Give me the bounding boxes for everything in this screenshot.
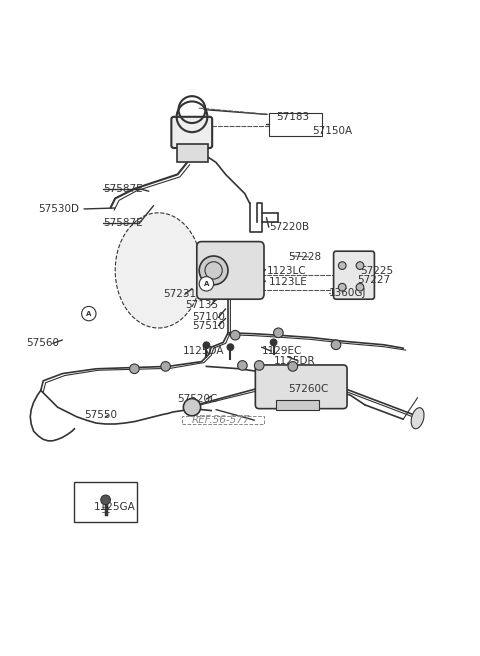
Circle shape bbox=[356, 262, 364, 270]
Circle shape bbox=[101, 495, 110, 504]
Bar bbox=[276, 400, 319, 409]
Text: 57587E: 57587E bbox=[103, 184, 143, 194]
Circle shape bbox=[130, 364, 139, 374]
Text: 57100: 57100 bbox=[192, 312, 225, 323]
Ellipse shape bbox=[411, 407, 424, 429]
Text: 57220B: 57220B bbox=[269, 222, 309, 232]
Bar bbox=[269, 113, 322, 136]
Text: 57530D: 57530D bbox=[38, 204, 79, 214]
Text: 1125DR: 1125DR bbox=[274, 356, 315, 365]
Text: 57260C: 57260C bbox=[288, 384, 328, 394]
FancyBboxPatch shape bbox=[197, 241, 264, 299]
Circle shape bbox=[227, 344, 234, 350]
Circle shape bbox=[338, 262, 346, 270]
Circle shape bbox=[288, 361, 298, 371]
Text: 57520C: 57520C bbox=[178, 394, 218, 404]
Text: 1129EC: 1129EC bbox=[262, 346, 302, 356]
Circle shape bbox=[82, 306, 96, 321]
Text: 1123LE: 1123LE bbox=[269, 277, 308, 287]
Circle shape bbox=[161, 361, 170, 371]
Circle shape bbox=[199, 277, 214, 291]
Text: 57510: 57510 bbox=[192, 321, 225, 331]
Text: A: A bbox=[204, 281, 209, 287]
FancyBboxPatch shape bbox=[255, 365, 347, 409]
Circle shape bbox=[183, 399, 201, 416]
Circle shape bbox=[331, 340, 341, 350]
Bar bbox=[177, 144, 208, 163]
Circle shape bbox=[203, 342, 210, 348]
Text: 57560: 57560 bbox=[26, 338, 60, 348]
Circle shape bbox=[254, 361, 264, 370]
Text: 57227: 57227 bbox=[358, 275, 391, 285]
Text: 57550: 57550 bbox=[84, 411, 117, 420]
Circle shape bbox=[274, 328, 283, 338]
Text: 57587E: 57587E bbox=[103, 218, 143, 228]
FancyBboxPatch shape bbox=[334, 251, 374, 299]
FancyBboxPatch shape bbox=[171, 117, 212, 148]
Circle shape bbox=[356, 283, 364, 291]
Text: 1123LC: 1123LC bbox=[266, 266, 306, 276]
Text: 57183: 57183 bbox=[276, 112, 309, 122]
Text: 57228: 57228 bbox=[288, 252, 321, 262]
Bar bbox=[74, 482, 137, 522]
Text: 57135: 57135 bbox=[185, 300, 218, 310]
Text: 57225: 57225 bbox=[360, 266, 393, 276]
Circle shape bbox=[238, 361, 247, 370]
Text: REF.56-577: REF.56-577 bbox=[192, 415, 251, 425]
Text: 57231: 57231 bbox=[163, 289, 196, 299]
Circle shape bbox=[338, 283, 346, 291]
Text: 1360GJ: 1360GJ bbox=[329, 289, 366, 298]
Text: A: A bbox=[86, 310, 92, 317]
Circle shape bbox=[270, 339, 277, 346]
Circle shape bbox=[230, 331, 240, 340]
Bar bbox=[182, 417, 264, 424]
Ellipse shape bbox=[115, 213, 202, 328]
Text: 57150A: 57150A bbox=[312, 126, 352, 136]
Circle shape bbox=[199, 256, 228, 285]
Text: 1125DA: 1125DA bbox=[182, 346, 224, 356]
Text: 1125GA: 1125GA bbox=[94, 502, 135, 512]
